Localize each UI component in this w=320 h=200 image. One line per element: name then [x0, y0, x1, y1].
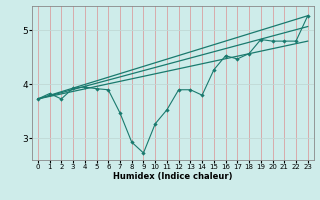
- X-axis label: Humidex (Indice chaleur): Humidex (Indice chaleur): [113, 172, 233, 181]
